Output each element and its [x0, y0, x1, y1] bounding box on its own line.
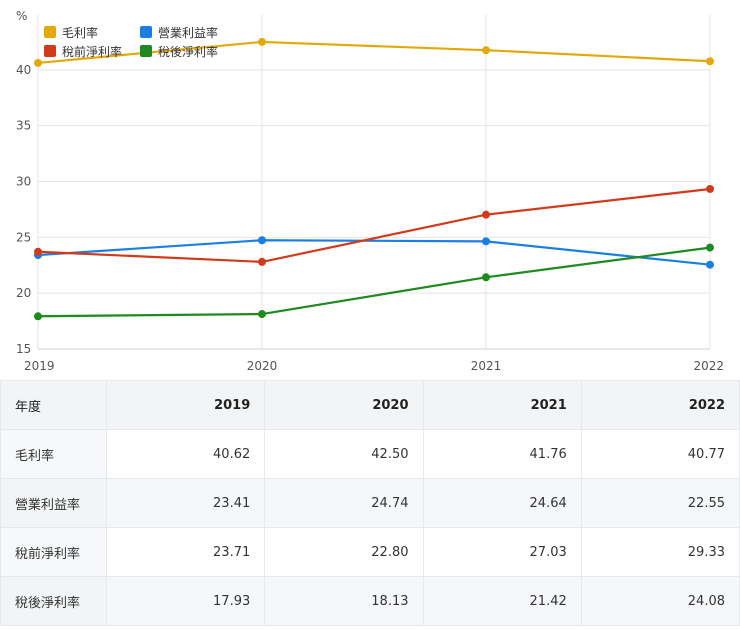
- cell: 23.41: [105, 478, 266, 528]
- header-col: 2020: [264, 380, 424, 430]
- series-line: [37, 246, 711, 318]
- legend-label: 毛利率: [62, 25, 98, 40]
- legend-swatch: [44, 45, 56, 57]
- y-tick-label: 35: [16, 119, 31, 133]
- y-tick-label: 40: [16, 63, 31, 77]
- row-label: 稅後淨利率: [0, 576, 107, 626]
- data-point: [258, 257, 266, 266]
- header-col: 2021: [422, 380, 582, 430]
- table-header-row: 年度 2019 2020 2021 2022: [0, 380, 740, 430]
- data-point: [34, 312, 42, 321]
- legend-swatch: [140, 26, 152, 38]
- cell: 40.62: [105, 429, 266, 479]
- legend-label: 稅後淨利率: [158, 44, 218, 59]
- data-point: [258, 310, 266, 319]
- legend-swatch: [140, 45, 152, 57]
- y-tick-label: 30: [16, 175, 31, 189]
- data-point: [482, 46, 490, 55]
- data-table: 年度 2019 2020 2021 2022 毛利率 40.62 42.50 4…: [0, 380, 740, 626]
- data-point: [482, 210, 490, 219]
- table-row: 稅後淨利率 17.93 18.13 21.42 24.08: [0, 576, 740, 626]
- row-label: 稅前淨利率: [0, 527, 107, 577]
- series-line: [37, 187, 711, 264]
- data-point: [34, 247, 42, 256]
- x-tick-label: 2020: [247, 359, 278, 373]
- header-year-label: 年度: [0, 380, 107, 430]
- legend-label: 稅前淨利率: [62, 44, 122, 59]
- cell: 21.42: [422, 576, 582, 626]
- row-label: 毛利率: [0, 429, 107, 479]
- cell: 23.71: [105, 527, 266, 577]
- data-point: [706, 243, 714, 252]
- cell: 42.50: [264, 429, 424, 479]
- cell: 24.64: [422, 478, 582, 528]
- chart-svg: 15 20 25 30 35 40% 2019 2020 2021 2022 毛利率 營業利益率稅前淨…: [16, 9, 724, 373]
- data-table-container: 年度 2019 2020 2021 2022 毛利率 40.62 42.50 4…: [0, 380, 740, 630]
- header-col: 2019: [105, 380, 266, 430]
- data-point: [706, 184, 714, 193]
- data-point: [34, 58, 42, 67]
- data-point: [258, 236, 266, 245]
- cell: 24.74: [264, 478, 424, 528]
- cell: 41.76: [422, 429, 582, 479]
- table-row: 營業利益率 23.41 24.74 24.64 22.55: [0, 478, 740, 528]
- y-unit-label: %: [16, 9, 27, 23]
- table-row: 稅前淨利率 23.71 22.80 27.03 29.33: [0, 527, 740, 577]
- legend-swatch: [44, 26, 56, 38]
- x-tick-label: 2022: [693, 359, 724, 373]
- cell: 29.33: [580, 527, 740, 577]
- row-label: 營業利益率: [0, 478, 107, 528]
- series-line: [37, 239, 711, 266]
- y-tick-label: 20: [16, 286, 31, 300]
- data-point: [482, 237, 490, 246]
- x-tick-label: 2019: [24, 359, 55, 373]
- cell: 18.13: [264, 576, 424, 626]
- cell: 17.93: [105, 576, 266, 626]
- x-tick-label: 2021: [471, 359, 502, 373]
- cell: 27.03: [422, 527, 582, 577]
- line-chart: 15 20 25 30 35 40% 2019 2020 2021 2022 毛利率 營業利益率稅前淨…: [16, 9, 724, 373]
- y-tick-label: 25: [16, 230, 31, 244]
- cell: 40.77: [580, 429, 740, 479]
- data-point: [706, 260, 714, 269]
- data-point: [482, 273, 490, 282]
- series-line: [37, 40, 711, 65]
- legend-label: 營業利益率: [158, 25, 218, 40]
- cell: 22.55: [580, 478, 740, 528]
- header-col: 2022: [580, 380, 740, 430]
- table-row: 毛利率 40.62 42.50 41.76 40.77: [0, 429, 740, 479]
- cell: 24.08: [580, 576, 740, 626]
- cell: 22.80: [264, 527, 424, 577]
- data-point: [258, 37, 266, 46]
- y-tick-label: 15: [16, 342, 31, 356]
- data-point: [706, 57, 714, 66]
